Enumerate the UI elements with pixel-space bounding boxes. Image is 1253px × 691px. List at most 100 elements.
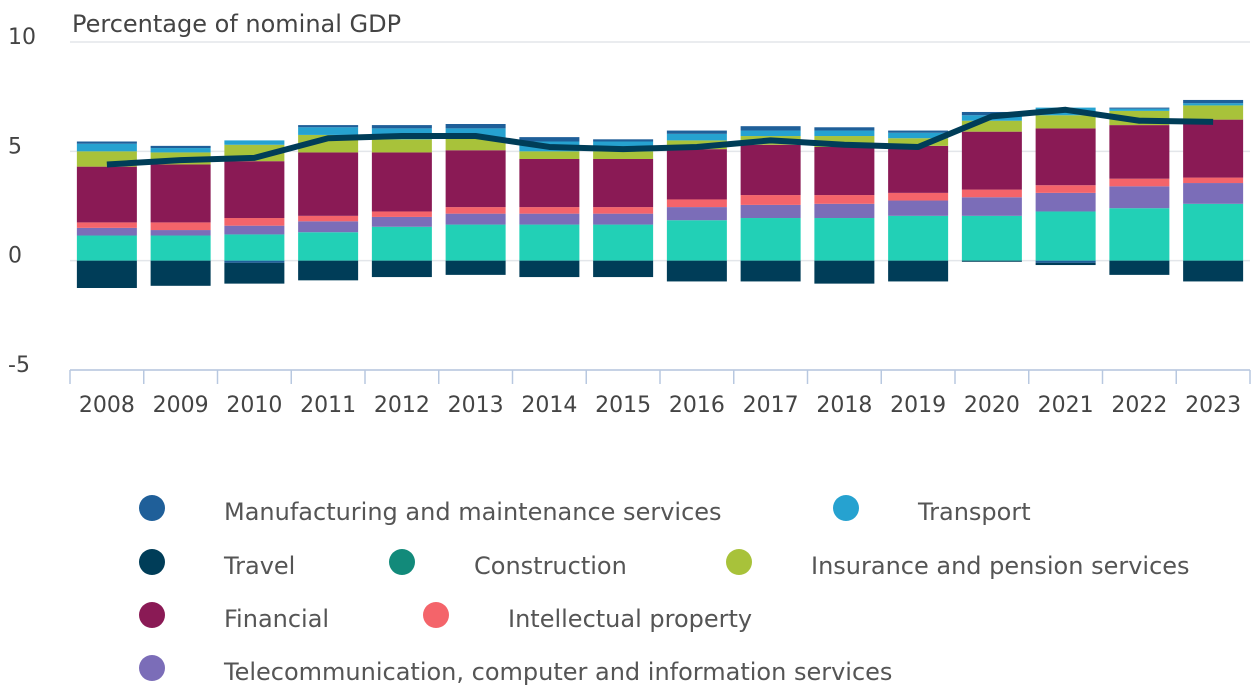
bar-segment: [76, 166, 137, 223]
bar-segment: [371, 139, 432, 153]
bar-segment: [814, 195, 875, 204]
bar-segment: [224, 218, 285, 226]
bar-segment: [740, 126, 801, 131]
x-tick-label: 2019: [890, 393, 946, 418]
bar-segment: [371, 125, 432, 129]
bar-segment: [1183, 260, 1244, 282]
bar-segment: [150, 235, 211, 261]
bar-segment: [1109, 186, 1170, 209]
x-tick-label: 2015: [595, 393, 651, 418]
bar-segment: [519, 260, 580, 278]
bar-segment: [1109, 208, 1170, 261]
bar-segment: [1109, 178, 1170, 187]
x-tick-label: 2014: [521, 393, 577, 418]
bar-segment: [1035, 211, 1096, 261]
bar-segment: [76, 227, 137, 236]
bar-segment: [593, 139, 654, 142]
bar-segment: [740, 144, 801, 196]
bar-segment: [814, 218, 875, 261]
x-tick-label: 2008: [79, 393, 135, 418]
bar-segment: [814, 260, 875, 284]
bar-segment: [445, 150, 506, 208]
bar-segment: [593, 151, 654, 159]
bar-segment: [445, 207, 506, 214]
bar-segment: [519, 213, 580, 225]
legend-swatch: [139, 549, 165, 575]
bar-segment: [740, 260, 801, 282]
bar-segment: [224, 161, 285, 219]
bar-segment: [961, 260, 1022, 262]
bar-segment: [1183, 119, 1244, 178]
x-tick-label: 2020: [964, 393, 1020, 418]
x-tick-label: 2022: [1111, 393, 1167, 418]
legend-swatch: [423, 602, 449, 628]
bar-segment: [740, 218, 801, 261]
y-tick-label: 10: [8, 25, 36, 50]
bar-segment: [298, 221, 359, 233]
bar-segment: [666, 149, 727, 200]
bar-segment: [666, 207, 727, 221]
x-tick-label: 2018: [816, 393, 872, 418]
y-tick-label: 0: [8, 244, 22, 269]
bar-segment: [76, 141, 137, 144]
bar-segment: [371, 260, 432, 278]
bar-segment: [1183, 105, 1244, 120]
bar-segment: [593, 207, 654, 214]
bar-segment: [593, 158, 654, 208]
bar-segment: [961, 215, 1022, 261]
bar-segment: [150, 222, 211, 231]
bar-segment: [150, 260, 211, 286]
bar-segment: [593, 213, 654, 225]
bar-segment: [298, 232, 359, 261]
bar-segment: [1035, 185, 1096, 193]
bar-segment: [224, 140, 285, 145]
bar-segment: [519, 151, 580, 159]
bar-segment: [814, 127, 875, 131]
bar-segment: [1035, 192, 1096, 212]
legend-label: Intellectual property: [508, 605, 752, 633]
legend-swatch: [139, 602, 165, 628]
bar-segment: [888, 138, 949, 146]
bar-segment: [150, 148, 211, 153]
bar-segment: [961, 120, 1022, 132]
legend-swatch: [726, 549, 752, 575]
bar-segment: [666, 199, 727, 208]
bar-segment: [519, 137, 580, 142]
bar-segment: [519, 158, 580, 208]
bar-segment: [445, 224, 506, 261]
bar-segment: [888, 192, 949, 201]
bar-segment: [298, 215, 359, 222]
bar-segment: [371, 152, 432, 212]
bar-segment: [1109, 260, 1170, 275]
bar-segment: [298, 125, 359, 128]
bar-segment: [224, 260, 285, 263]
bar-segment: [445, 124, 506, 129]
bar-segment: [150, 164, 211, 223]
bar-segment: [224, 234, 285, 261]
legend-label: Construction: [474, 552, 627, 580]
x-tick-label: 2010: [226, 393, 282, 418]
chart-title: Percentage of nominal GDP: [72, 10, 401, 38]
legend-label: Financial: [224, 605, 329, 633]
bar-segment: [150, 145, 211, 149]
bar-segment: [1183, 177, 1244, 184]
bar-segment: [1183, 203, 1244, 261]
total-line: [106, 106, 1214, 168]
bar-segment: [298, 152, 359, 216]
bar-segment: [1035, 262, 1096, 266]
bar-segment: [888, 145, 949, 193]
bar-segment: [814, 203, 875, 219]
x-tick-label: 2021: [1038, 393, 1094, 418]
bar-segment: [150, 230, 211, 236]
bar-segment: [593, 260, 654, 278]
bar-segment: [666, 260, 727, 282]
legend-label: Transport: [917, 498, 1031, 526]
x-tick-label: 2013: [448, 393, 504, 418]
legend-swatch: [139, 655, 165, 681]
bar-segment: [298, 127, 359, 135]
bar-segment: [740, 130, 801, 137]
bar-segment: [814, 146, 875, 196]
x-tick-label: 2023: [1185, 393, 1241, 418]
bar-segment: [666, 133, 727, 141]
